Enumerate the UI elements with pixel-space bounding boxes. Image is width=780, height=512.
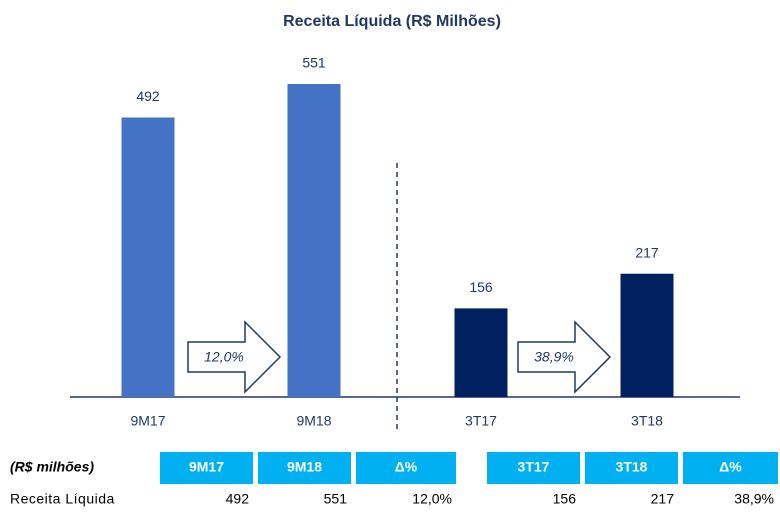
header-cell	[585, 452, 678, 484]
arrow	[517, 320, 612, 394]
header-label: 3T18	[616, 459, 648, 475]
annotation: 38,9%	[534, 349, 574, 365]
header-label: Δ%	[719, 459, 742, 475]
data-label: 217	[635, 244, 659, 260]
bar	[121, 117, 175, 397]
header-cell	[683, 452, 778, 484]
cell: 217	[651, 491, 675, 507]
cell: 156	[553, 491, 577, 507]
header-cell	[487, 452, 580, 484]
table-caption: (R$ milhões)	[10, 459, 94, 475]
cell: 492	[226, 491, 250, 507]
header-label: Δ%	[395, 459, 418, 475]
x-tick-label: 9M17	[130, 413, 165, 429]
bar	[620, 273, 674, 397]
header-cell	[356, 452, 456, 484]
header-cell	[160, 452, 253, 484]
cell: 38,9%	[734, 491, 774, 507]
header-label: 9M17	[189, 459, 224, 475]
row-label: Receita Líquida	[10, 491, 115, 507]
data-label: 551	[302, 55, 326, 71]
cell: 551	[324, 491, 348, 507]
data-label: 156	[469, 279, 493, 295]
x-tick-label: 3T17	[465, 413, 497, 429]
bar	[287, 84, 341, 397]
cell: 12,0%	[412, 491, 452, 507]
x-tick-label: 9M18	[296, 413, 331, 429]
arrow	[187, 320, 282, 394]
bar	[454, 308, 508, 397]
header-cell	[258, 452, 351, 484]
data-label: 492	[136, 88, 160, 104]
header-label: 3T17	[518, 459, 550, 475]
chart-title: Receita Líquida (R$ Milhões)	[283, 13, 501, 30]
annotation: 12,0%	[204, 349, 244, 365]
x-tick-label: 3T18	[631, 413, 663, 429]
header-label: 9M18	[287, 459, 322, 475]
